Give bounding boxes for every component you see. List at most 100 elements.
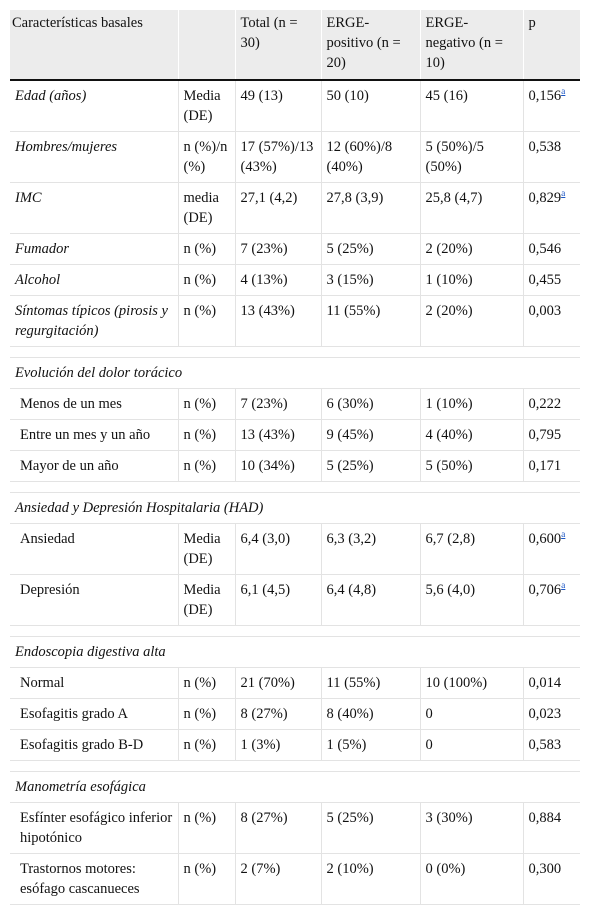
row-total: 7 (23%) bbox=[234, 233, 321, 265]
row-p-value: 0,003 bbox=[522, 295, 580, 347]
table-body: Edad (años) Media (DE) 49 (13) 50 (10) 45 (1… bbox=[10, 80, 580, 905]
row-total: 13 (43%) bbox=[234, 419, 321, 451]
row-total: 21 (70%) bbox=[234, 667, 321, 699]
row-erge-positive: 3 (15%) bbox=[320, 264, 420, 296]
header-row: Características basales Total (n = 30) E… bbox=[10, 10, 580, 81]
row-p-value: 0,222 bbox=[522, 388, 580, 420]
row-label: Normal bbox=[10, 667, 178, 699]
section-title: Ansiedad y Depresión Hospitalaria (HAD) bbox=[10, 492, 580, 524]
table-row: Esfínter esofágico inferior hipotónico n … bbox=[10, 802, 580, 854]
row-label: Esofagitis grado B-D bbox=[10, 729, 178, 761]
row-erge-negative: 4 (40%) bbox=[419, 419, 523, 451]
row-erge-negative: 2 (20%) bbox=[419, 233, 523, 265]
table-container: Características basales Total (n = 30) E… bbox=[10, 10, 580, 905]
row-label: IMC bbox=[10, 182, 178, 234]
row-label: Depresión bbox=[10, 574, 178, 626]
row-p-value: 0,600a bbox=[522, 523, 580, 575]
row-stat: n (%) bbox=[177, 729, 235, 761]
row-stat: n (%) bbox=[177, 295, 235, 347]
row-stat: n (%) bbox=[177, 853, 235, 905]
row-erge-positive: 1 (5%) bbox=[320, 729, 420, 761]
row-erge-positive: 5 (25%) bbox=[320, 802, 420, 854]
row-p-value: 0,706a bbox=[522, 574, 580, 626]
section-title: Evolución del dolor torácico bbox=[10, 357, 580, 389]
row-stat: Media (DE) bbox=[177, 523, 235, 575]
footnote-link[interactable]: a bbox=[561, 189, 566, 200]
section-header-row: Manometría esofágica bbox=[10, 771, 580, 803]
spacer-row bbox=[10, 760, 580, 772]
footnote-link[interactable]: a bbox=[561, 87, 566, 98]
row-erge-positive: 12 (60%)/8 (40%) bbox=[320, 131, 420, 183]
spacer-cell bbox=[10, 346, 580, 358]
row-stat: n (%) bbox=[177, 419, 235, 451]
table-row: Hombres/mujeres n (%)/n (%) 17 (57%)/13 (4… bbox=[10, 131, 580, 183]
header-erge-positive: ERGE-positivo (n = 20) bbox=[320, 10, 420, 81]
row-total: 49 (13) bbox=[234, 80, 321, 132]
spacer-row bbox=[10, 481, 580, 493]
row-label: Alcohol bbox=[10, 264, 178, 296]
row-p-value: 0,884 bbox=[522, 802, 580, 854]
row-erge-negative: 0 (0%) bbox=[419, 853, 523, 905]
section-header-row: Ansiedad y Depresión Hospitalaria (HAD) bbox=[10, 492, 580, 524]
row-stat: n (%) bbox=[177, 388, 235, 420]
row-stat: n (%) bbox=[177, 667, 235, 699]
row-total: 8 (27%) bbox=[234, 698, 321, 730]
baseline-characteristics-table: Características basales Total (n = 30) E… bbox=[10, 10, 580, 905]
row-p-value: 0,300 bbox=[522, 853, 580, 905]
row-stat: n (%)/n (%) bbox=[177, 131, 235, 183]
row-total: 27,1 (4,2) bbox=[234, 182, 321, 234]
row-p-value: 0,023 bbox=[522, 698, 580, 730]
row-total: 10 (34%) bbox=[234, 450, 321, 482]
row-erge-negative: 0 bbox=[419, 698, 523, 730]
section-header-row: Evolución del dolor torácico bbox=[10, 357, 580, 389]
spacer-cell bbox=[10, 625, 580, 637]
row-erge-negative: 5 (50%)/5 (50%) bbox=[419, 131, 523, 183]
row-label: Entre un mes y un año bbox=[10, 419, 178, 451]
header-characteristics: Características basales bbox=[10, 10, 178, 81]
table-row: Edad (años) Media (DE) 49 (13) 50 (10) 45 (1… bbox=[10, 80, 580, 132]
row-label: Síntomas típicos (pirosis y regurgitació… bbox=[10, 295, 178, 347]
table-row: Trastornos motores: esófago cascanueces n… bbox=[10, 853, 580, 905]
row-total: 6,4 (3,0) bbox=[234, 523, 321, 575]
row-label: Esfínter esofágico inferior hipotónico bbox=[10, 802, 178, 854]
row-erge-negative: 5 (50%) bbox=[419, 450, 523, 482]
row-erge-negative: 5,6 (4,0) bbox=[419, 574, 523, 626]
table-row: Síntomas típicos (pirosis y regurgitació… bbox=[10, 295, 580, 347]
row-stat: n (%) bbox=[177, 450, 235, 482]
row-total: 13 (43%) bbox=[234, 295, 321, 347]
row-erge-negative: 45 (16) bbox=[419, 80, 523, 132]
table-row: Ansiedad Media (DE) 6,4 (3,0) 6,3 (3,2) 6,7 … bbox=[10, 523, 580, 575]
row-erge-positive: 50 (10) bbox=[320, 80, 420, 132]
row-label: Menos de un mes bbox=[10, 388, 178, 420]
row-erge-negative: 2 (20%) bbox=[419, 295, 523, 347]
row-erge-negative: 1 (10%) bbox=[419, 388, 523, 420]
row-erge-positive: 9 (45%) bbox=[320, 419, 420, 451]
row-label: Mayor de un año bbox=[10, 450, 178, 482]
row-erge-positive: 2 (10%) bbox=[320, 853, 420, 905]
row-label: Esofagitis grado A bbox=[10, 698, 178, 730]
row-label: Edad (años) bbox=[10, 80, 178, 132]
table-row: Esofagitis grado B-D n (%) 1 (3%) 1 (5%) 0 0,… bbox=[10, 729, 580, 761]
row-stat: media (DE) bbox=[177, 182, 235, 234]
table-row: Alcohol n (%) 4 (13%) 3 (15%) 1 (10%) 0,455 bbox=[10, 264, 580, 296]
row-total: 4 (13%) bbox=[234, 264, 321, 296]
row-p-value: 0,156a bbox=[522, 80, 580, 132]
header-stat bbox=[177, 10, 235, 81]
spacer-row bbox=[10, 625, 580, 637]
table-row: Entre un mes y un año n (%) 13 (43%) 9 (45%… bbox=[10, 419, 580, 451]
header-p: p bbox=[522, 10, 580, 81]
spacer-row bbox=[10, 346, 580, 358]
row-total: 7 (23%) bbox=[234, 388, 321, 420]
row-stat: n (%) bbox=[177, 264, 235, 296]
row-p-value: 0,538 bbox=[522, 131, 580, 183]
header-total: Total (n = 30) bbox=[234, 10, 321, 81]
row-label: Ansiedad bbox=[10, 523, 178, 575]
row-label: Fumador bbox=[10, 233, 178, 265]
footnote-link[interactable]: a bbox=[561, 530, 566, 541]
row-p-value: 0,455 bbox=[522, 264, 580, 296]
row-label: Hombres/mujeres bbox=[10, 131, 178, 183]
row-total: 8 (27%) bbox=[234, 802, 321, 854]
footnote-link[interactable]: a bbox=[561, 581, 566, 592]
table-row: Depresión Media (DE) 6,1 (4,5) 6,4 (4,8) 5,6… bbox=[10, 574, 580, 626]
